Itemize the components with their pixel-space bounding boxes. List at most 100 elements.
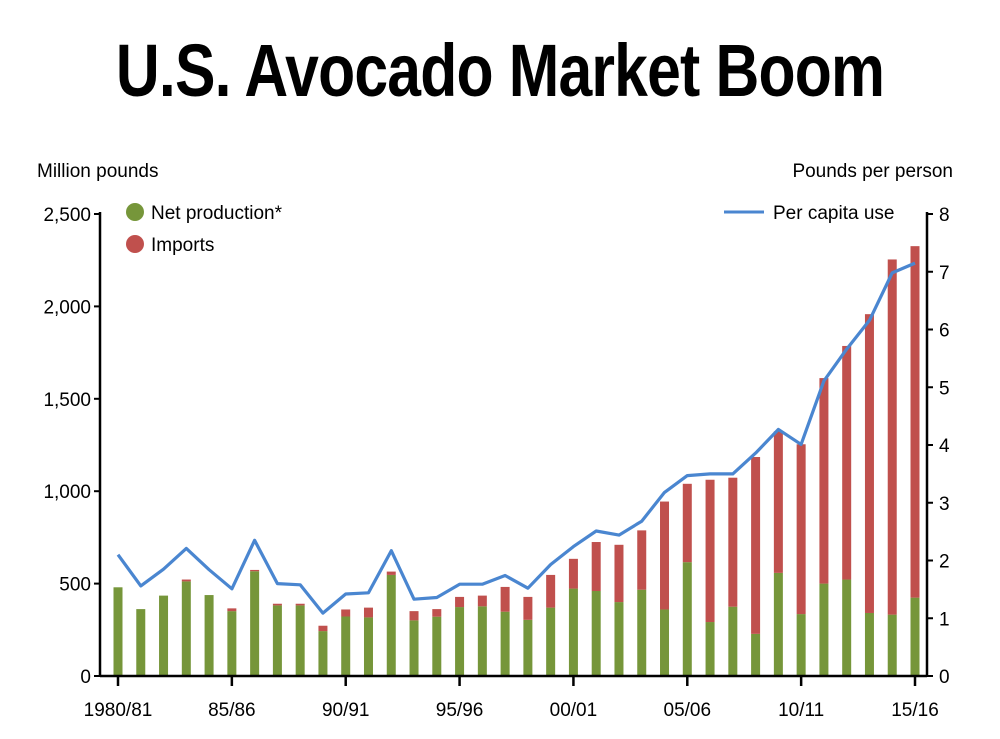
x-tick-label: 05/06	[664, 700, 712, 721]
bar-imports	[318, 625, 328, 632]
bar-net-production	[318, 631, 328, 676]
left-tick-label: 500	[59, 575, 91, 596]
bar-imports	[637, 530, 647, 590]
bar-net-production	[523, 619, 533, 676]
bar-imports	[477, 595, 487, 607]
bar-imports	[363, 607, 373, 618]
legend-label-net-production: Net production*	[151, 203, 283, 224]
bar-net-production	[796, 614, 806, 676]
bar-imports	[591, 542, 601, 591]
bar-imports	[864, 314, 874, 613]
right-tick-label: 6	[939, 321, 950, 342]
bar-net-production	[341, 616, 351, 676]
bar-imports	[181, 579, 191, 582]
bar-net-production	[591, 590, 601, 676]
bar-net-production	[910, 597, 920, 676]
bar-imports	[250, 569, 260, 572]
legend-label-per-capita: Per capita use	[773, 203, 894, 224]
x-tick-label: 1980/81	[84, 700, 153, 721]
bar-imports	[614, 544, 624, 603]
bar-net-production	[660, 609, 670, 676]
x-tick-label: 00/01	[550, 700, 598, 721]
right-tick-label: 5	[939, 378, 950, 399]
legend-swatch-imports	[126, 235, 144, 253]
bar-net-production	[227, 611, 237, 676]
bar-net-production	[477, 606, 487, 676]
bar-net-production	[637, 589, 647, 676]
bar-net-production	[773, 572, 783, 676]
x-tick-label: 95/96	[436, 700, 484, 721]
right-tick-label: 2	[939, 552, 950, 573]
right-axis-label: Pounds per person	[792, 161, 953, 182]
left-tick-label: 2,500	[43, 205, 91, 226]
bar-net-production	[614, 602, 624, 676]
x-tick-label: 90/91	[322, 700, 370, 721]
bar-imports	[272, 603, 282, 606]
bar-imports	[773, 431, 783, 573]
bar-imports	[546, 574, 556, 608]
bar-net-production	[136, 609, 146, 676]
per-capita-line	[116, 261, 916, 615]
bar-imports	[887, 259, 897, 615]
bar-net-production	[432, 616, 442, 676]
bar-imports	[227, 608, 237, 612]
bar-imports	[409, 611, 419, 621]
legend-label-imports: Imports	[151, 235, 214, 256]
bar-imports	[500, 586, 510, 612]
right-tick-label: 4	[939, 436, 950, 457]
bar-net-production	[295, 605, 305, 676]
left-axis-label: Million pounds	[37, 161, 158, 182]
x-tick-label: 15/16	[891, 700, 939, 721]
bar-net-production	[272, 605, 282, 676]
bar-imports	[386, 571, 396, 575]
bar-net-production	[500, 611, 510, 676]
bar-net-production	[842, 579, 852, 676]
bar-imports	[455, 596, 465, 608]
chart-title: U.S. Avocado Market Boom	[115, 29, 885, 112]
bar-imports	[523, 596, 533, 620]
bar-imports	[295, 603, 305, 606]
left-tick-label: 1,500	[43, 390, 91, 411]
bar-net-production	[705, 622, 715, 676]
bar-net-production	[819, 583, 829, 676]
bar-net-production	[546, 607, 556, 676]
x-tick-label: 85/86	[208, 700, 256, 721]
bar-net-production	[887, 614, 897, 676]
bar-imports	[341, 609, 351, 617]
right-tick-label: 1	[939, 609, 950, 630]
bar-net-production	[181, 581, 191, 676]
right-tick-label: 8	[939, 205, 950, 226]
right-tick-label: 0	[939, 667, 950, 688]
left-tick-label: 2,000	[43, 297, 91, 318]
legend-swatch-net-production	[126, 203, 144, 221]
bar-net-production	[455, 607, 465, 676]
bar-imports	[568, 558, 578, 589]
bar-net-production	[751, 633, 761, 676]
bar-net-production	[409, 620, 419, 676]
left-tick-label: 1,000	[43, 482, 91, 503]
bar-imports	[705, 479, 715, 623]
bar-imports	[751, 457, 761, 634]
right-tick-label: 3	[939, 494, 950, 515]
x-tick-label: 10/11	[778, 700, 824, 721]
bar-imports	[660, 501, 670, 610]
bar-net-production	[568, 588, 578, 676]
bar-net-production	[204, 595, 214, 676]
bar-imports	[432, 609, 442, 617]
bar-imports	[910, 246, 920, 598]
bar-net-production	[728, 606, 738, 676]
bar-net-production	[159, 595, 169, 676]
bar-net-production	[682, 562, 692, 676]
bar-imports	[682, 483, 692, 563]
left-tick-label: 0	[80, 667, 91, 688]
bar-net-production	[386, 574, 396, 676]
bar-imports	[819, 378, 829, 584]
bar-net-production	[113, 587, 123, 676]
bar-imports	[842, 345, 852, 580]
bar-imports	[796, 444, 806, 615]
bar-net-production	[363, 617, 373, 676]
bar-imports	[728, 477, 738, 607]
bar-net-production	[250, 571, 260, 676]
bar-net-production	[864, 612, 874, 676]
